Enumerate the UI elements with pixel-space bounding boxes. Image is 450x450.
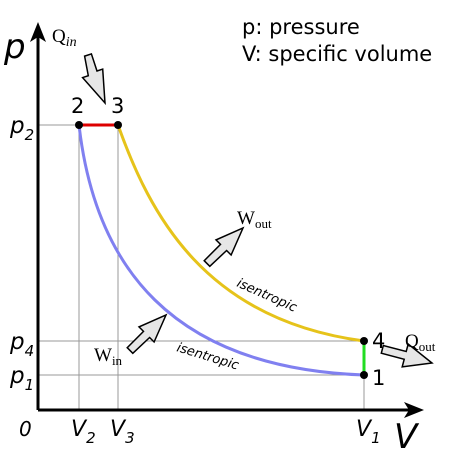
state-point-4: [360, 337, 368, 345]
tick-v3: V3: [110, 417, 135, 447]
compression-process-label: isentropic: [175, 340, 241, 373]
x-axis-arrowhead: [404, 402, 424, 418]
cycle-processes: [77, 123, 366, 377]
w-out-arrow-icon: [203, 226, 245, 268]
state-point-1: [360, 371, 368, 379]
state-point-3: [114, 121, 122, 129]
tick-p2: p2: [9, 113, 34, 144]
isentropic-expansion-curve: [116, 124, 365, 343]
q-out-arrow-icon: [380, 342, 434, 368]
expansion-process-label: isentropic: [234, 276, 299, 316]
q-in-label: Qin: [52, 26, 77, 50]
origin-label: 0: [19, 417, 32, 441]
tick-p4: p4: [9, 329, 34, 360]
point-label-2: 2: [71, 94, 84, 118]
point-label-4: 4: [372, 329, 385, 353]
y-axis-label: p: [3, 27, 26, 67]
w-out-label: Wout: [237, 208, 272, 231]
state-point-2: [75, 121, 83, 129]
q-in-arrow-icon: [81, 52, 106, 106]
q-out-label: Qout: [405, 331, 436, 354]
w-in-arrow-icon: [126, 313, 168, 355]
isentropic-compression-curve: [77, 124, 365, 377]
legend-pressure: p: pressure: [242, 15, 360, 39]
tick-v2: V2: [71, 417, 96, 447]
legend-volume: V: specific volume: [242, 42, 432, 66]
point-label-3: 3: [111, 94, 124, 118]
axes: [30, 22, 424, 418]
y-axis-arrowhead: [30, 22, 46, 42]
point-label-1: 1: [372, 366, 385, 390]
tick-p1: p1: [9, 363, 34, 394]
energy-arrows: [81, 52, 434, 368]
tick-v1: V1: [356, 417, 381, 447]
w-in-label: Win: [94, 345, 123, 368]
labels: p: pressure V: specific volume p V 0 p2 …: [3, 15, 436, 450]
x-axis-label: V: [394, 417, 420, 450]
state-points: [75, 121, 368, 379]
